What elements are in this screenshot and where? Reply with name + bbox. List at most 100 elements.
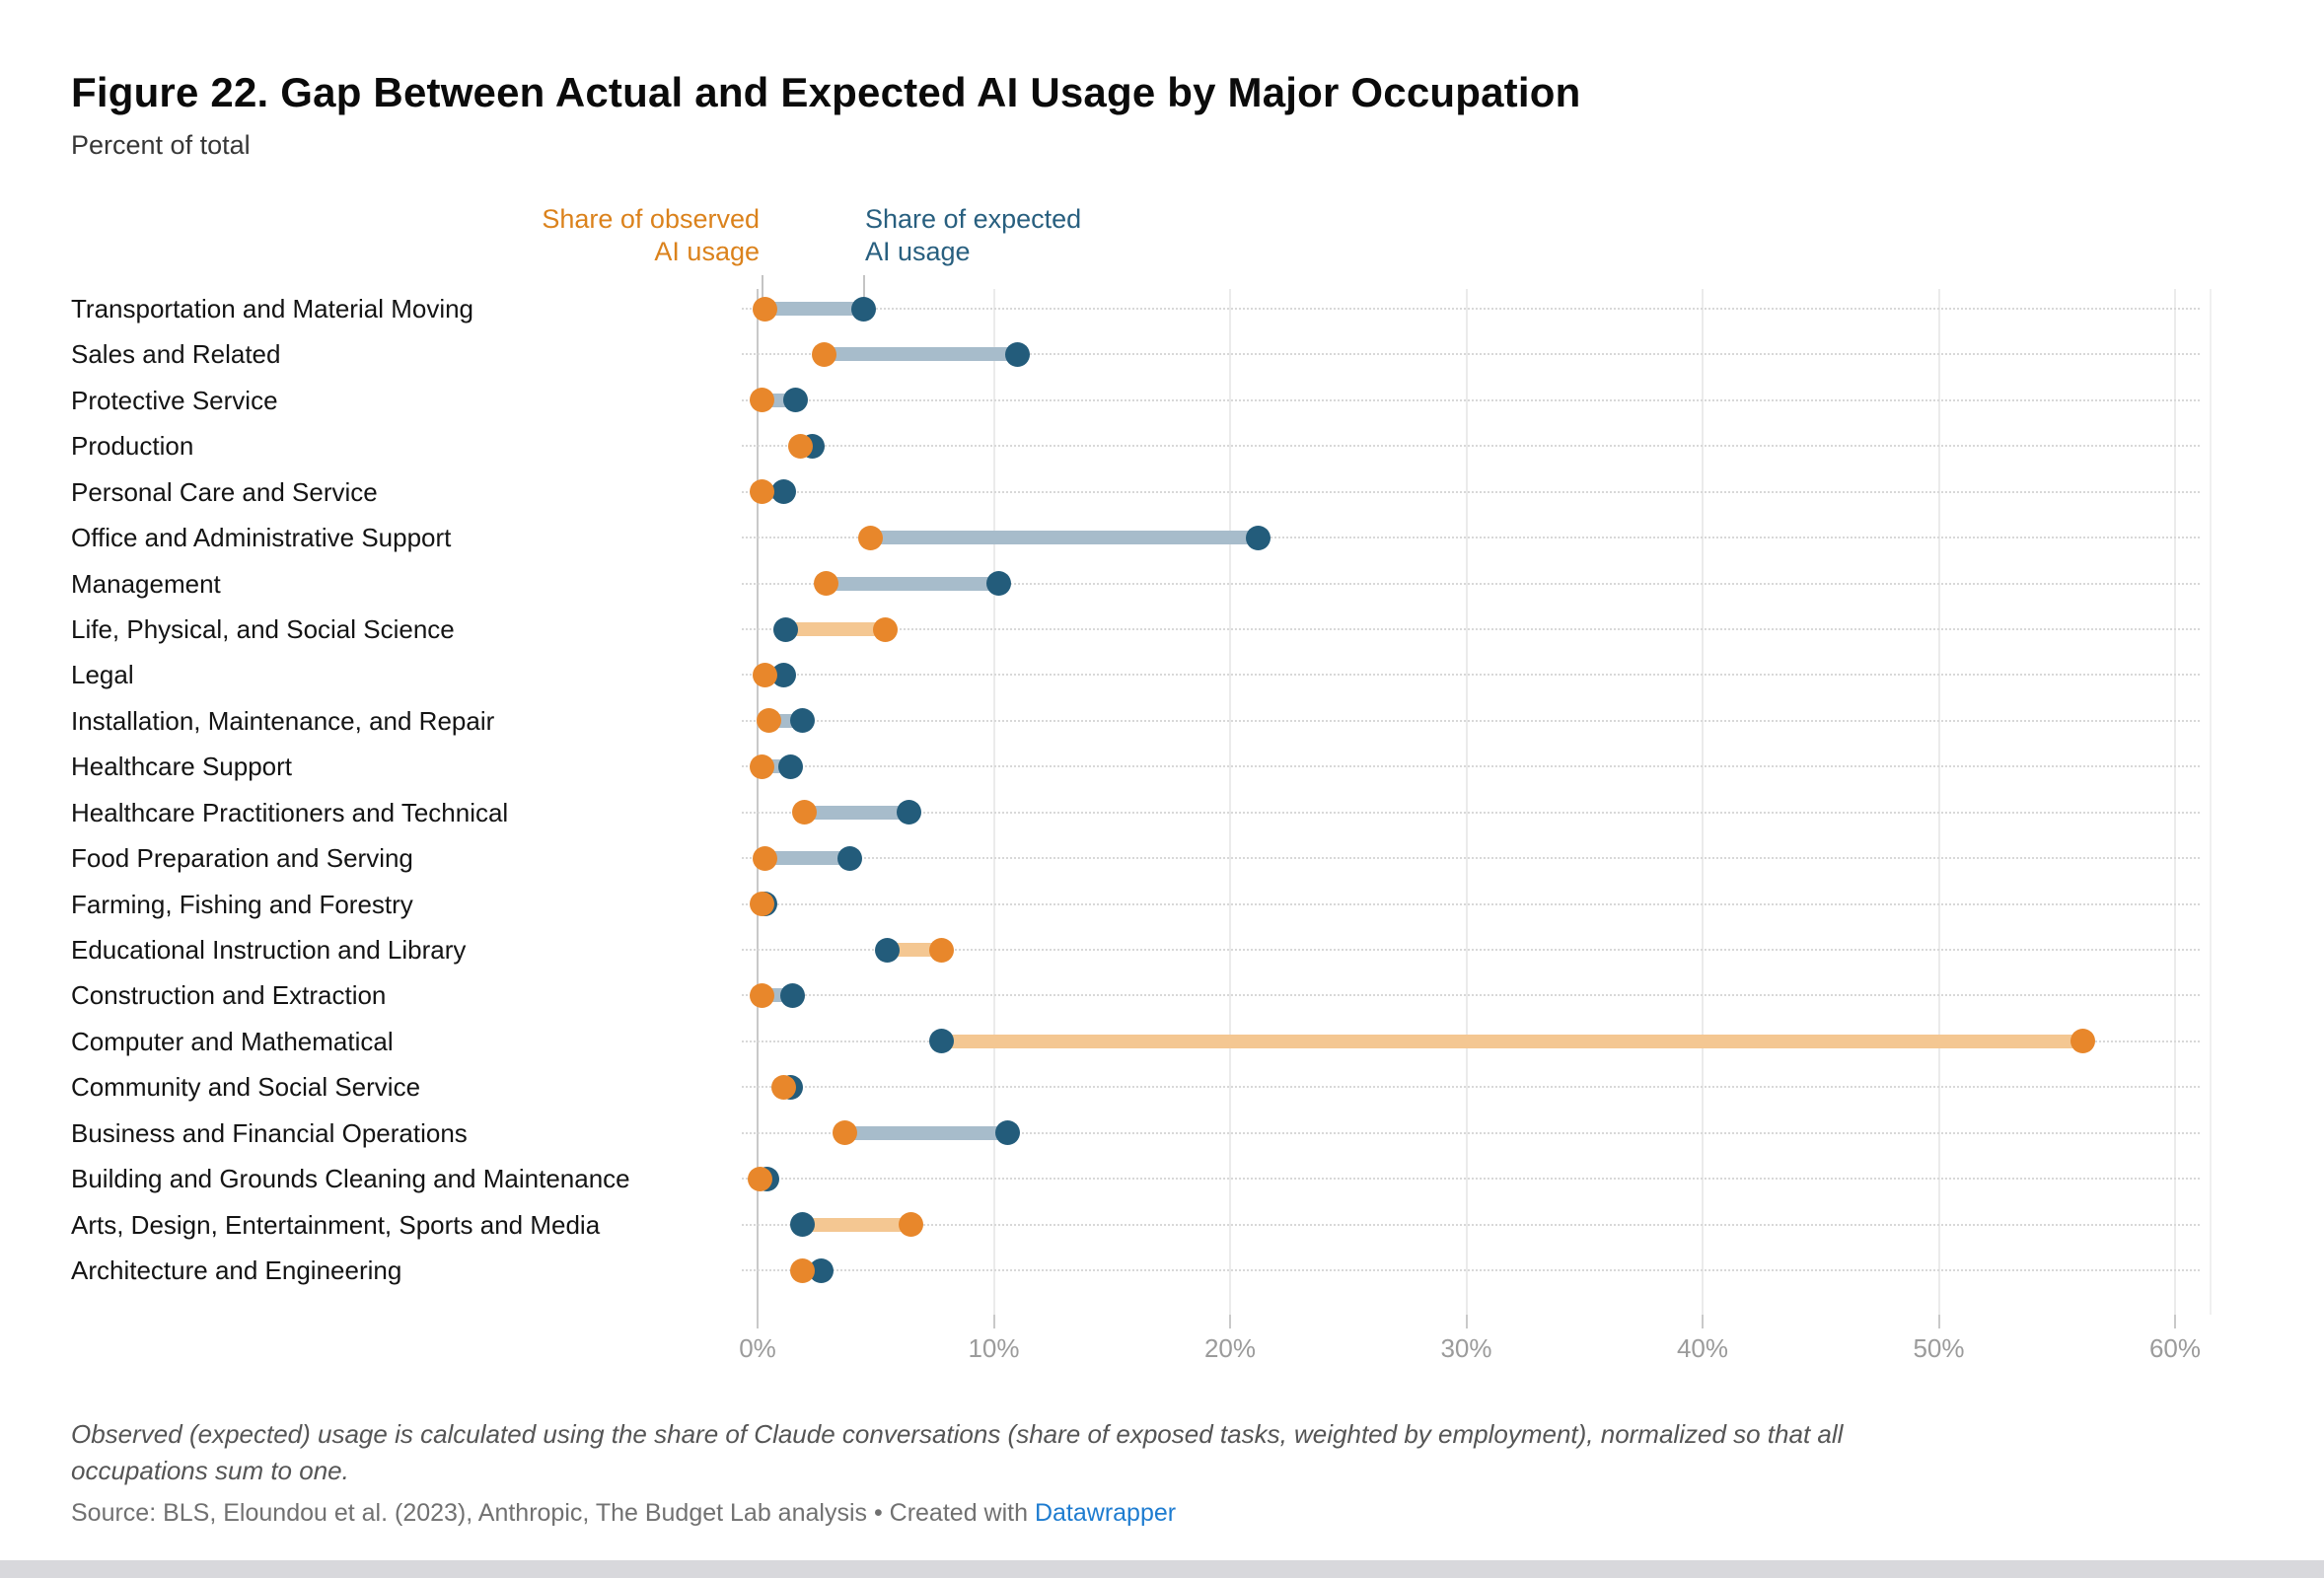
row-label: Protective Service: [71, 385, 278, 415]
expected-dot: [1246, 525, 1271, 550]
row-guide-line: [742, 719, 2200, 722]
gridline-10: [992, 289, 995, 1315]
observed-dot: [872, 616, 898, 642]
row-guide-line: [742, 1223, 2200, 1226]
row-label: Healthcare Practitioners and Technical: [71, 797, 509, 827]
row-guide-line: [742, 857, 2200, 860]
observed-dot: [750, 753, 775, 779]
axis-label-0: 0%: [739, 1333, 776, 1363]
row-label: Personal Care and Service: [71, 476, 378, 507]
observed-dot: [790, 1257, 815, 1283]
dumbbell-bar: [826, 576, 999, 591]
observed-dot: [787, 433, 813, 459]
observed-dot: [811, 341, 836, 367]
axis-label-10: 10%: [968, 1333, 1020, 1363]
row-label: Educational Instruction and Library: [71, 935, 467, 966]
legend-observed-line1: Share of observed: [542, 204, 760, 234]
observed-dot: [750, 982, 775, 1008]
footnote-line2: occupations sum to one.: [71, 1456, 349, 1485]
row-label: Food Preparation and Serving: [71, 843, 413, 874]
figure-title: Figure 22. Gap Between Actual and Expect…: [71, 69, 1581, 116]
row-label: Management: [71, 568, 221, 599]
dumbbell-bar: [844, 1125, 1008, 1140]
axis-label-40: 40%: [1676, 1333, 1729, 1363]
gridline-50: [1937, 289, 1940, 1315]
page-bottom-strip: [0, 1560, 2324, 1578]
row-guide-line: [742, 1131, 2200, 1134]
expected-dot: [790, 708, 815, 734]
row-label: Life, Physical, and Social Science: [71, 614, 455, 644]
gridline-30: [1465, 289, 1468, 1315]
footnote: Observed (expected) usage is calculated …: [71, 1416, 2261, 1489]
legend-expected-line1: Share of expected: [865, 204, 1082, 234]
legend-observed-label: Share of observed AI usage: [542, 203, 760, 268]
expected-dot: [782, 388, 808, 413]
axis-tick-0: [757, 1315, 759, 1328]
axis-label-20: 20%: [1203, 1333, 1257, 1363]
row-label: Building and Grounds Cleaning and Mainte…: [71, 1164, 630, 1194]
row-guide-line: [742, 537, 2200, 539]
row-guide-line: [742, 398, 2200, 401]
datawrapper-link[interactable]: Datawrapper: [1034, 1499, 1177, 1527]
row-guide-line: [742, 308, 2200, 310]
expected-dot: [875, 937, 901, 963]
gridline-60: [2174, 289, 2176, 1315]
row-label: Construction and Extraction: [71, 980, 387, 1011]
figure-subtitle: Percent of total: [71, 130, 251, 160]
row-guide-line: [742, 1178, 2200, 1181]
axis-label-60: 60%: [2148, 1333, 2202, 1363]
observed-dot: [929, 937, 955, 963]
expected-dot: [790, 1212, 815, 1238]
dumbbell-bar: [764, 302, 864, 316]
row-guide-line: [742, 765, 2200, 768]
legend-expected-label: Share of expected AI usage: [865, 203, 1081, 268]
observed-dot: [750, 388, 775, 413]
observed-dot: [792, 800, 818, 825]
row-guide-line: [742, 445, 2200, 448]
row-label: Community and Social Service: [71, 1072, 421, 1103]
row-guide-line: [742, 902, 2200, 905]
expected-dot: [773, 616, 799, 642]
expected-dot: [896, 800, 921, 825]
observed-dot: [2070, 1029, 2096, 1054]
legend-pointer-observed: [762, 275, 763, 298]
observed-dot: [750, 892, 775, 917]
expected-dot: [836, 845, 862, 871]
axis-tick-50: [1937, 1315, 1940, 1328]
row-label: Office and Administrative Support: [71, 523, 452, 553]
expected-dot: [780, 982, 806, 1008]
observed-dot: [899, 1212, 924, 1238]
axis-label-30: 30%: [1440, 1333, 1492, 1363]
row-guide-line: [742, 674, 2200, 677]
expected-dot: [929, 1029, 955, 1054]
axis-tick-40: [1702, 1315, 1704, 1328]
row-label: Business and Financial Operations: [71, 1117, 468, 1148]
expected-dot: [851, 296, 877, 322]
row-label: Architecture and Engineering: [71, 1255, 402, 1286]
row-label: Farming, Fishing and Forestry: [71, 889, 413, 919]
row-label: Arts, Design, Entertainment, Sports and …: [71, 1209, 601, 1240]
dumbbell-bar: [870, 531, 1259, 545]
gridline-40: [1702, 289, 1704, 1315]
expected-dot: [770, 479, 796, 505]
row-label: Computer and Mathematical: [71, 1026, 394, 1056]
observed-dot: [757, 708, 782, 734]
gridline-20: [1229, 289, 1231, 1315]
axis-tick-20: [1229, 1315, 1231, 1328]
source-text: Source: BLS, Eloundou et al. (2023), Ant…: [71, 1499, 1035, 1527]
expected-dot: [985, 571, 1011, 597]
axis-tick-10: [992, 1315, 995, 1328]
row-guide-line: [742, 1086, 2200, 1089]
plot-right-edge: [2210, 289, 2212, 1315]
row-guide-line: [742, 353, 2200, 356]
row-label: Healthcare Support: [71, 752, 293, 782]
row-guide-line: [742, 811, 2200, 814]
observed-dot: [770, 1074, 796, 1100]
source-line: Source: BLS, Eloundou et al. (2023), Ant…: [71, 1499, 1176, 1528]
dumbbell-bar: [804, 805, 909, 820]
observed-dot: [858, 525, 884, 550]
dumbbell-bar: [802, 1217, 911, 1232]
observed-dot: [752, 845, 777, 871]
dumbbell-bar: [887, 943, 942, 958]
